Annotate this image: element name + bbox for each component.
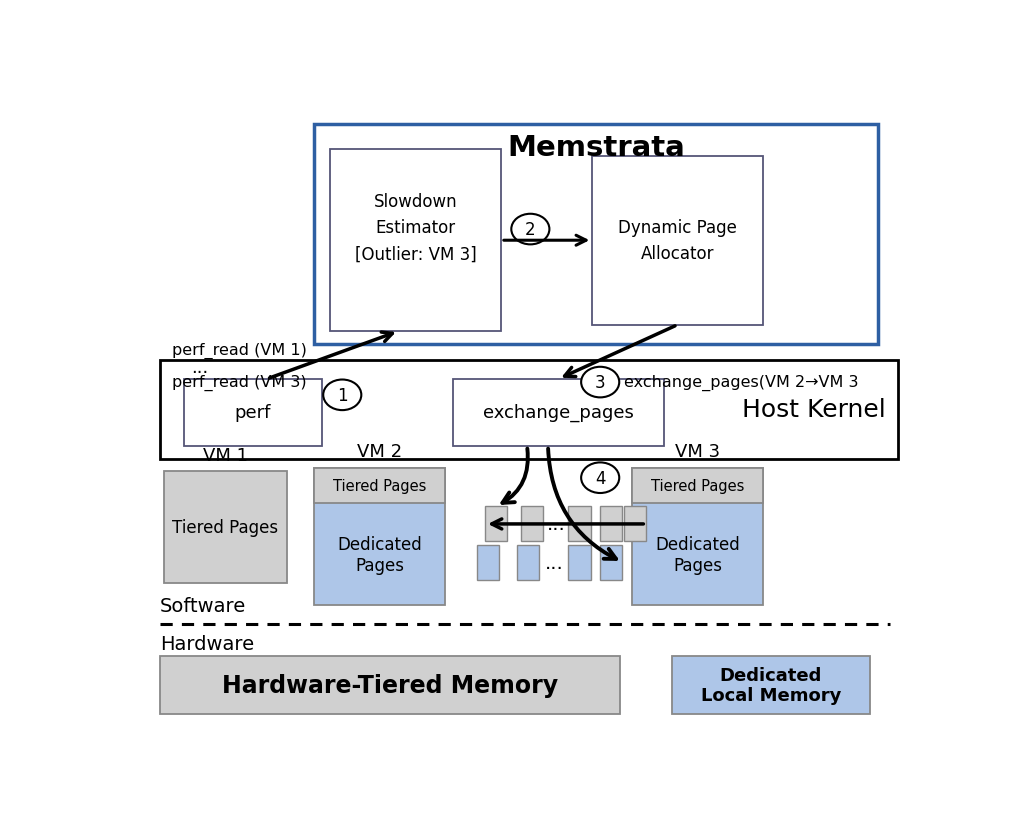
FancyBboxPatch shape — [314, 469, 445, 504]
Text: 2: 2 — [525, 221, 536, 239]
Text: ...: ... — [545, 553, 563, 572]
Text: exchange_pages(VM 2→VM 3: exchange_pages(VM 2→VM 3 — [624, 375, 858, 390]
FancyBboxPatch shape — [632, 469, 763, 504]
Text: VM 1: VM 1 — [203, 446, 248, 464]
FancyBboxPatch shape — [454, 380, 664, 447]
Text: 1: 1 — [337, 386, 347, 404]
FancyBboxPatch shape — [517, 545, 539, 580]
Text: 3: 3 — [595, 374, 605, 392]
Circle shape — [511, 214, 550, 245]
Text: Hardware: Hardware — [160, 634, 254, 653]
FancyBboxPatch shape — [331, 151, 501, 332]
Text: Hardware-Tiered Memory: Hardware-Tiered Memory — [222, 673, 558, 697]
Text: Dedicated
Local Memory: Dedicated Local Memory — [700, 666, 841, 705]
FancyBboxPatch shape — [568, 545, 591, 580]
Text: VM 3: VM 3 — [675, 443, 720, 461]
Circle shape — [582, 367, 620, 398]
Text: 4: 4 — [595, 469, 605, 487]
FancyBboxPatch shape — [183, 380, 323, 447]
Text: VM 2: VM 2 — [357, 443, 402, 461]
FancyBboxPatch shape — [592, 156, 763, 325]
FancyBboxPatch shape — [521, 507, 543, 542]
Text: Memstrata: Memstrata — [507, 134, 685, 162]
FancyBboxPatch shape — [485, 507, 507, 542]
Text: Tiered Pages: Tiered Pages — [172, 519, 279, 537]
Text: ...: ... — [191, 359, 209, 377]
Circle shape — [324, 380, 361, 411]
Text: exchange_pages: exchange_pages — [483, 404, 634, 422]
FancyBboxPatch shape — [314, 469, 445, 605]
Text: Tiered Pages: Tiered Pages — [333, 479, 427, 494]
Text: perf: perf — [234, 404, 271, 422]
FancyBboxPatch shape — [160, 361, 898, 459]
Text: Dedicated
Pages: Dedicated Pages — [338, 535, 422, 574]
Circle shape — [582, 463, 620, 494]
FancyBboxPatch shape — [624, 507, 646, 542]
FancyBboxPatch shape — [600, 545, 623, 580]
Text: perf_read (VM 1): perf_read (VM 1) — [172, 342, 306, 359]
Text: perf_read (VM 3): perf_read (VM 3) — [172, 375, 306, 390]
FancyBboxPatch shape — [568, 507, 591, 542]
FancyBboxPatch shape — [477, 545, 500, 580]
FancyBboxPatch shape — [600, 507, 623, 542]
Text: Software: Software — [160, 596, 246, 615]
FancyBboxPatch shape — [314, 125, 878, 344]
FancyBboxPatch shape — [160, 657, 620, 714]
Text: Dedicated
Pages: Dedicated Pages — [655, 535, 739, 574]
FancyBboxPatch shape — [164, 471, 287, 583]
Text: Slowdown
Estimator
[Outlier: VM 3]: Slowdown Estimator [Outlier: VM 3] — [354, 193, 476, 264]
FancyBboxPatch shape — [672, 657, 870, 714]
FancyBboxPatch shape — [632, 469, 763, 605]
Text: Tiered Pages: Tiered Pages — [650, 479, 744, 494]
Text: ...: ... — [547, 515, 565, 533]
Text: Dynamic Page
Allocator: Dynamic Page Allocator — [618, 219, 737, 263]
Text: Host Kernel: Host Kernel — [742, 398, 886, 422]
